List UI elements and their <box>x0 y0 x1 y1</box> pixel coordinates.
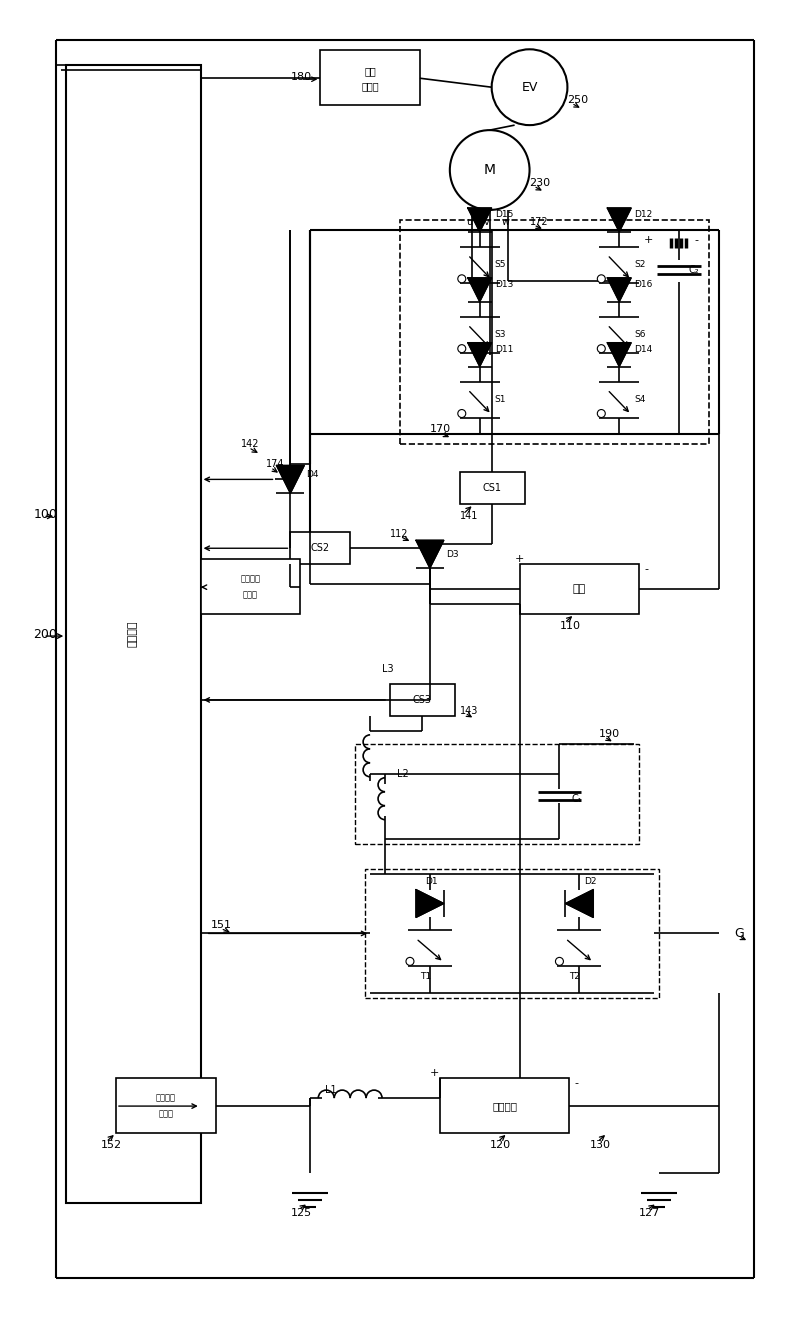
Bar <box>290 532 350 564</box>
Text: T2: T2 <box>570 972 581 980</box>
Circle shape <box>492 49 567 125</box>
Text: 辅助电池: 辅助电池 <box>492 1101 517 1111</box>
Text: L3: L3 <box>382 664 394 674</box>
Bar <box>66 65 201 1203</box>
Text: EV: EV <box>522 81 538 93</box>
Circle shape <box>598 344 606 352</box>
Circle shape <box>406 958 414 966</box>
Text: v: v <box>484 217 490 227</box>
Polygon shape <box>468 208 492 232</box>
Text: 控制单元: 控制单元 <box>128 620 138 647</box>
Text: S5: S5 <box>494 260 506 269</box>
Polygon shape <box>607 277 631 301</box>
Text: C₁: C₁ <box>571 794 582 803</box>
Text: 250: 250 <box>567 95 589 105</box>
Text: 143: 143 <box>460 706 478 716</box>
Text: D2: D2 <box>584 876 597 886</box>
Text: -: - <box>644 564 648 574</box>
Polygon shape <box>607 208 631 232</box>
Text: 172: 172 <box>530 217 548 227</box>
Text: 电池: 电池 <box>573 584 586 594</box>
Text: M: M <box>484 163 496 177</box>
Text: L1: L1 <box>326 1085 337 1095</box>
Text: 141: 141 <box>460 511 478 522</box>
Text: 127: 127 <box>639 1207 661 1218</box>
Text: G: G <box>734 927 743 940</box>
Text: 110: 110 <box>559 622 581 631</box>
Text: 100: 100 <box>34 508 57 520</box>
Text: S6: S6 <box>634 331 646 339</box>
Polygon shape <box>566 890 594 918</box>
Text: D1: D1 <box>425 876 438 886</box>
Bar <box>116 1078 216 1133</box>
Circle shape <box>458 275 466 283</box>
Bar <box>519 564 639 614</box>
Text: D4: D4 <box>306 470 319 479</box>
Text: +: + <box>430 1069 439 1078</box>
Text: 170: 170 <box>430 424 451 435</box>
Text: D13: D13 <box>494 280 513 289</box>
Text: 112: 112 <box>390 530 409 539</box>
Bar <box>201 559 300 614</box>
Text: 120: 120 <box>490 1141 511 1150</box>
Bar <box>400 220 709 444</box>
Text: 230: 230 <box>530 177 550 188</box>
Text: +: + <box>644 235 654 245</box>
Polygon shape <box>416 890 444 918</box>
Circle shape <box>598 275 606 283</box>
Text: 速度: 速度 <box>364 67 376 76</box>
Text: L2: L2 <box>397 768 409 779</box>
Text: D14: D14 <box>634 346 653 354</box>
Text: T1: T1 <box>420 972 431 980</box>
Text: S1: S1 <box>494 395 506 404</box>
Text: S4: S4 <box>634 395 646 404</box>
Text: w: w <box>502 217 510 227</box>
Text: 125: 125 <box>290 1207 311 1218</box>
Bar <box>355 744 639 843</box>
Text: 検測部: 検測部 <box>158 1110 174 1119</box>
Text: 検測部: 検測部 <box>243 591 258 600</box>
Text: CS3: CS3 <box>413 695 431 704</box>
Circle shape <box>598 410 606 418</box>
Text: 180: 180 <box>290 72 311 83</box>
Circle shape <box>458 410 466 418</box>
Text: +: + <box>514 554 524 564</box>
Text: S3: S3 <box>494 331 506 339</box>
Bar <box>390 684 455 716</box>
Text: 第二电压: 第二电压 <box>156 1094 176 1103</box>
Text: 152: 152 <box>101 1141 122 1150</box>
Bar <box>440 1078 570 1133</box>
Circle shape <box>555 958 563 966</box>
Circle shape <box>458 344 466 352</box>
Text: S2: S2 <box>634 260 646 269</box>
Text: -: - <box>694 235 698 245</box>
Text: D16: D16 <box>634 280 653 289</box>
Text: 検測部: 検測部 <box>362 81 379 91</box>
Polygon shape <box>416 540 444 568</box>
Polygon shape <box>607 343 631 367</box>
Bar <box>460 472 525 504</box>
Polygon shape <box>468 343 492 367</box>
Text: D15: D15 <box>494 211 513 220</box>
Text: 200: 200 <box>34 627 57 640</box>
Text: -: - <box>574 1078 578 1089</box>
Text: 151: 151 <box>210 920 232 930</box>
Text: CS1: CS1 <box>482 483 501 494</box>
Circle shape <box>450 131 530 209</box>
Text: 第一电压: 第一电压 <box>241 575 261 584</box>
Bar <box>365 868 659 998</box>
Text: D3: D3 <box>446 550 458 559</box>
Bar <box>320 51 420 105</box>
Text: u: u <box>466 217 472 227</box>
Text: 174: 174 <box>266 459 284 470</box>
Text: D11: D11 <box>494 346 513 354</box>
Text: 142: 142 <box>241 439 259 450</box>
Polygon shape <box>277 466 304 494</box>
Text: 130: 130 <box>590 1141 610 1150</box>
Text: D12: D12 <box>634 211 653 220</box>
Polygon shape <box>468 277 492 301</box>
Text: C₂: C₂ <box>689 265 700 275</box>
Text: CS2: CS2 <box>310 543 330 554</box>
Text: 190: 190 <box>599 728 621 739</box>
